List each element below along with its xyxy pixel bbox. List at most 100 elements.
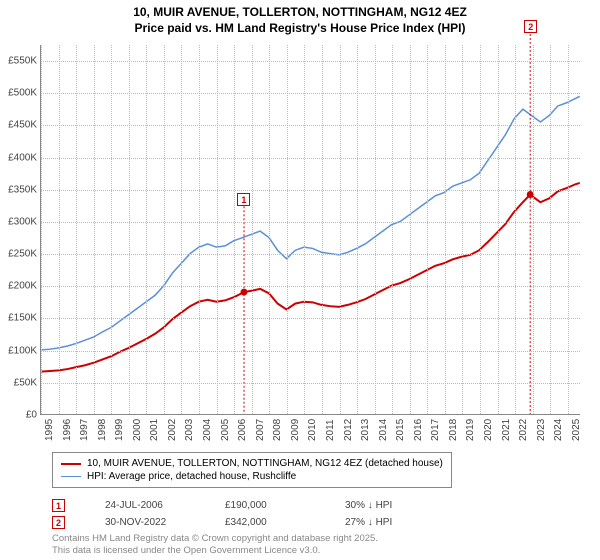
x-axis-label: 2003 (184, 419, 195, 441)
series-hpi (41, 96, 580, 349)
grid-line-v (146, 45, 147, 414)
footer-line-2: This data is licensed under the Open Gov… (52, 545, 378, 556)
y-axis-label: £300K (1, 216, 37, 227)
y-axis-label: £150K (1, 313, 37, 324)
x-axis-label: 2022 (518, 419, 529, 441)
grid-line-v (357, 45, 358, 414)
grid-line-v (340, 45, 341, 414)
x-axis-label: 2000 (132, 419, 143, 441)
sale-marker-2: 2 (52, 516, 65, 529)
y-axis-label: £200K (1, 281, 37, 292)
grid-line-v (59, 45, 60, 414)
x-axis-label: 2023 (536, 419, 547, 441)
grid-line-h (41, 190, 580, 191)
grid-line-v (94, 45, 95, 414)
sale-price: £342,000 (225, 517, 305, 528)
y-axis-label: £50K (1, 377, 37, 388)
marker-box-1: 1 (237, 193, 250, 206)
x-axis-label: 2010 (307, 419, 318, 441)
title-line-2: Price paid vs. HM Land Registry's House … (0, 21, 600, 37)
grid-line-v (269, 45, 270, 414)
legend-label-price: 10, MUIR AVENUE, TOLLERTON, NOTTINGHAM, … (87, 458, 443, 469)
x-axis-label: 2008 (272, 419, 283, 441)
grid-line-h (41, 318, 580, 319)
x-axis-label: 2016 (413, 419, 424, 441)
x-axis-label: 2024 (553, 419, 564, 441)
grid-line-h (41, 61, 580, 62)
grid-line-v (533, 45, 534, 414)
y-axis-label: £450K (1, 120, 37, 131)
legend-swatch-price (61, 463, 81, 465)
grid-line-v (445, 45, 446, 414)
x-axis-label: 2017 (430, 419, 441, 441)
grid-line-v (76, 45, 77, 414)
grid-line-v (427, 45, 428, 414)
plot-area: £0£50K£100K£150K£200K£250K£300K£350K£400… (40, 45, 580, 415)
x-axis-label: 2025 (571, 419, 582, 441)
grid-line-v (568, 45, 569, 414)
grid-line-h (41, 158, 580, 159)
x-axis-label: 1996 (62, 419, 73, 441)
x-axis-label: 2009 (290, 419, 301, 441)
grid-line-v (181, 45, 182, 414)
chart-svg (41, 45, 580, 414)
sale-date: 30-NOV-2022 (105, 517, 185, 528)
y-axis-label: £400K (1, 152, 37, 163)
grid-line-v (199, 45, 200, 414)
grid-line-v (234, 45, 235, 414)
y-axis-label: £250K (1, 249, 37, 260)
sale-price: £190,000 (225, 500, 305, 511)
grid-line-v (322, 45, 323, 414)
grid-line-h (41, 383, 580, 384)
footer-line-1: Contains HM Land Registry data © Crown c… (52, 533, 378, 544)
series-price_paid (41, 183, 580, 372)
legend-row: HPI: Average price, detached house, Rush… (61, 470, 443, 483)
grid-line-h (41, 93, 580, 94)
x-axis-label: 2018 (448, 419, 459, 441)
grid-line-v (392, 45, 393, 414)
x-axis-label: 2006 (237, 419, 248, 441)
x-axis-label: 2012 (343, 419, 354, 441)
grid-line-v (111, 45, 112, 414)
grid-line-h (41, 254, 580, 255)
x-axis-label: 2015 (395, 419, 406, 441)
sale-delta: 27% ↓ HPI (345, 517, 425, 528)
grid-line-v (462, 45, 463, 414)
x-axis-label: 2013 (360, 419, 371, 441)
x-axis-label: 1999 (114, 419, 125, 441)
grid-line-v (550, 45, 551, 414)
y-axis-label: £100K (1, 345, 37, 356)
grid-line-v (480, 45, 481, 414)
sales-row: 2 30-NOV-2022 £342,000 27% ↓ HPI (52, 514, 425, 531)
sale-date: 24-JUL-2006 (105, 500, 185, 511)
grid-line-v (252, 45, 253, 414)
x-axis-label: 2014 (378, 419, 389, 441)
grid-line-h (41, 351, 580, 352)
x-axis-label: 1995 (44, 419, 55, 441)
grid-line-v (375, 45, 376, 414)
marker-dot (241, 289, 248, 296)
grid-line-v (498, 45, 499, 414)
grid-line-v (129, 45, 130, 414)
legend-row: 10, MUIR AVENUE, TOLLERTON, NOTTINGHAM, … (61, 457, 443, 470)
chart-title: 10, MUIR AVENUE, TOLLERTON, NOTTINGHAM, … (0, 0, 600, 36)
legend-swatch-hpi (61, 476, 81, 477)
x-axis-label: 2007 (255, 419, 266, 441)
x-axis-label: 2019 (465, 419, 476, 441)
grid-line-v (515, 45, 516, 414)
grid-line-h (41, 125, 580, 126)
x-axis-label: 2004 (202, 419, 213, 441)
chart-container: 10, MUIR AVENUE, TOLLERTON, NOTTINGHAM, … (0, 0, 600, 560)
grid-line-v (217, 45, 218, 414)
grid-line-v (304, 45, 305, 414)
sales-row: 1 24-JUL-2006 £190,000 30% ↓ HPI (52, 497, 425, 514)
grid-line-h (41, 222, 580, 223)
y-axis-label: £500K (1, 88, 37, 99)
marker-box-2: 2 (524, 20, 537, 33)
legend-label-hpi: HPI: Average price, detached house, Rush… (87, 471, 296, 482)
y-axis-label: £0 (1, 410, 37, 421)
grid-line-v (410, 45, 411, 414)
y-axis-label: £550K (1, 56, 37, 67)
x-axis-label: 2001 (149, 419, 160, 441)
x-axis-label: 2020 (483, 419, 494, 441)
